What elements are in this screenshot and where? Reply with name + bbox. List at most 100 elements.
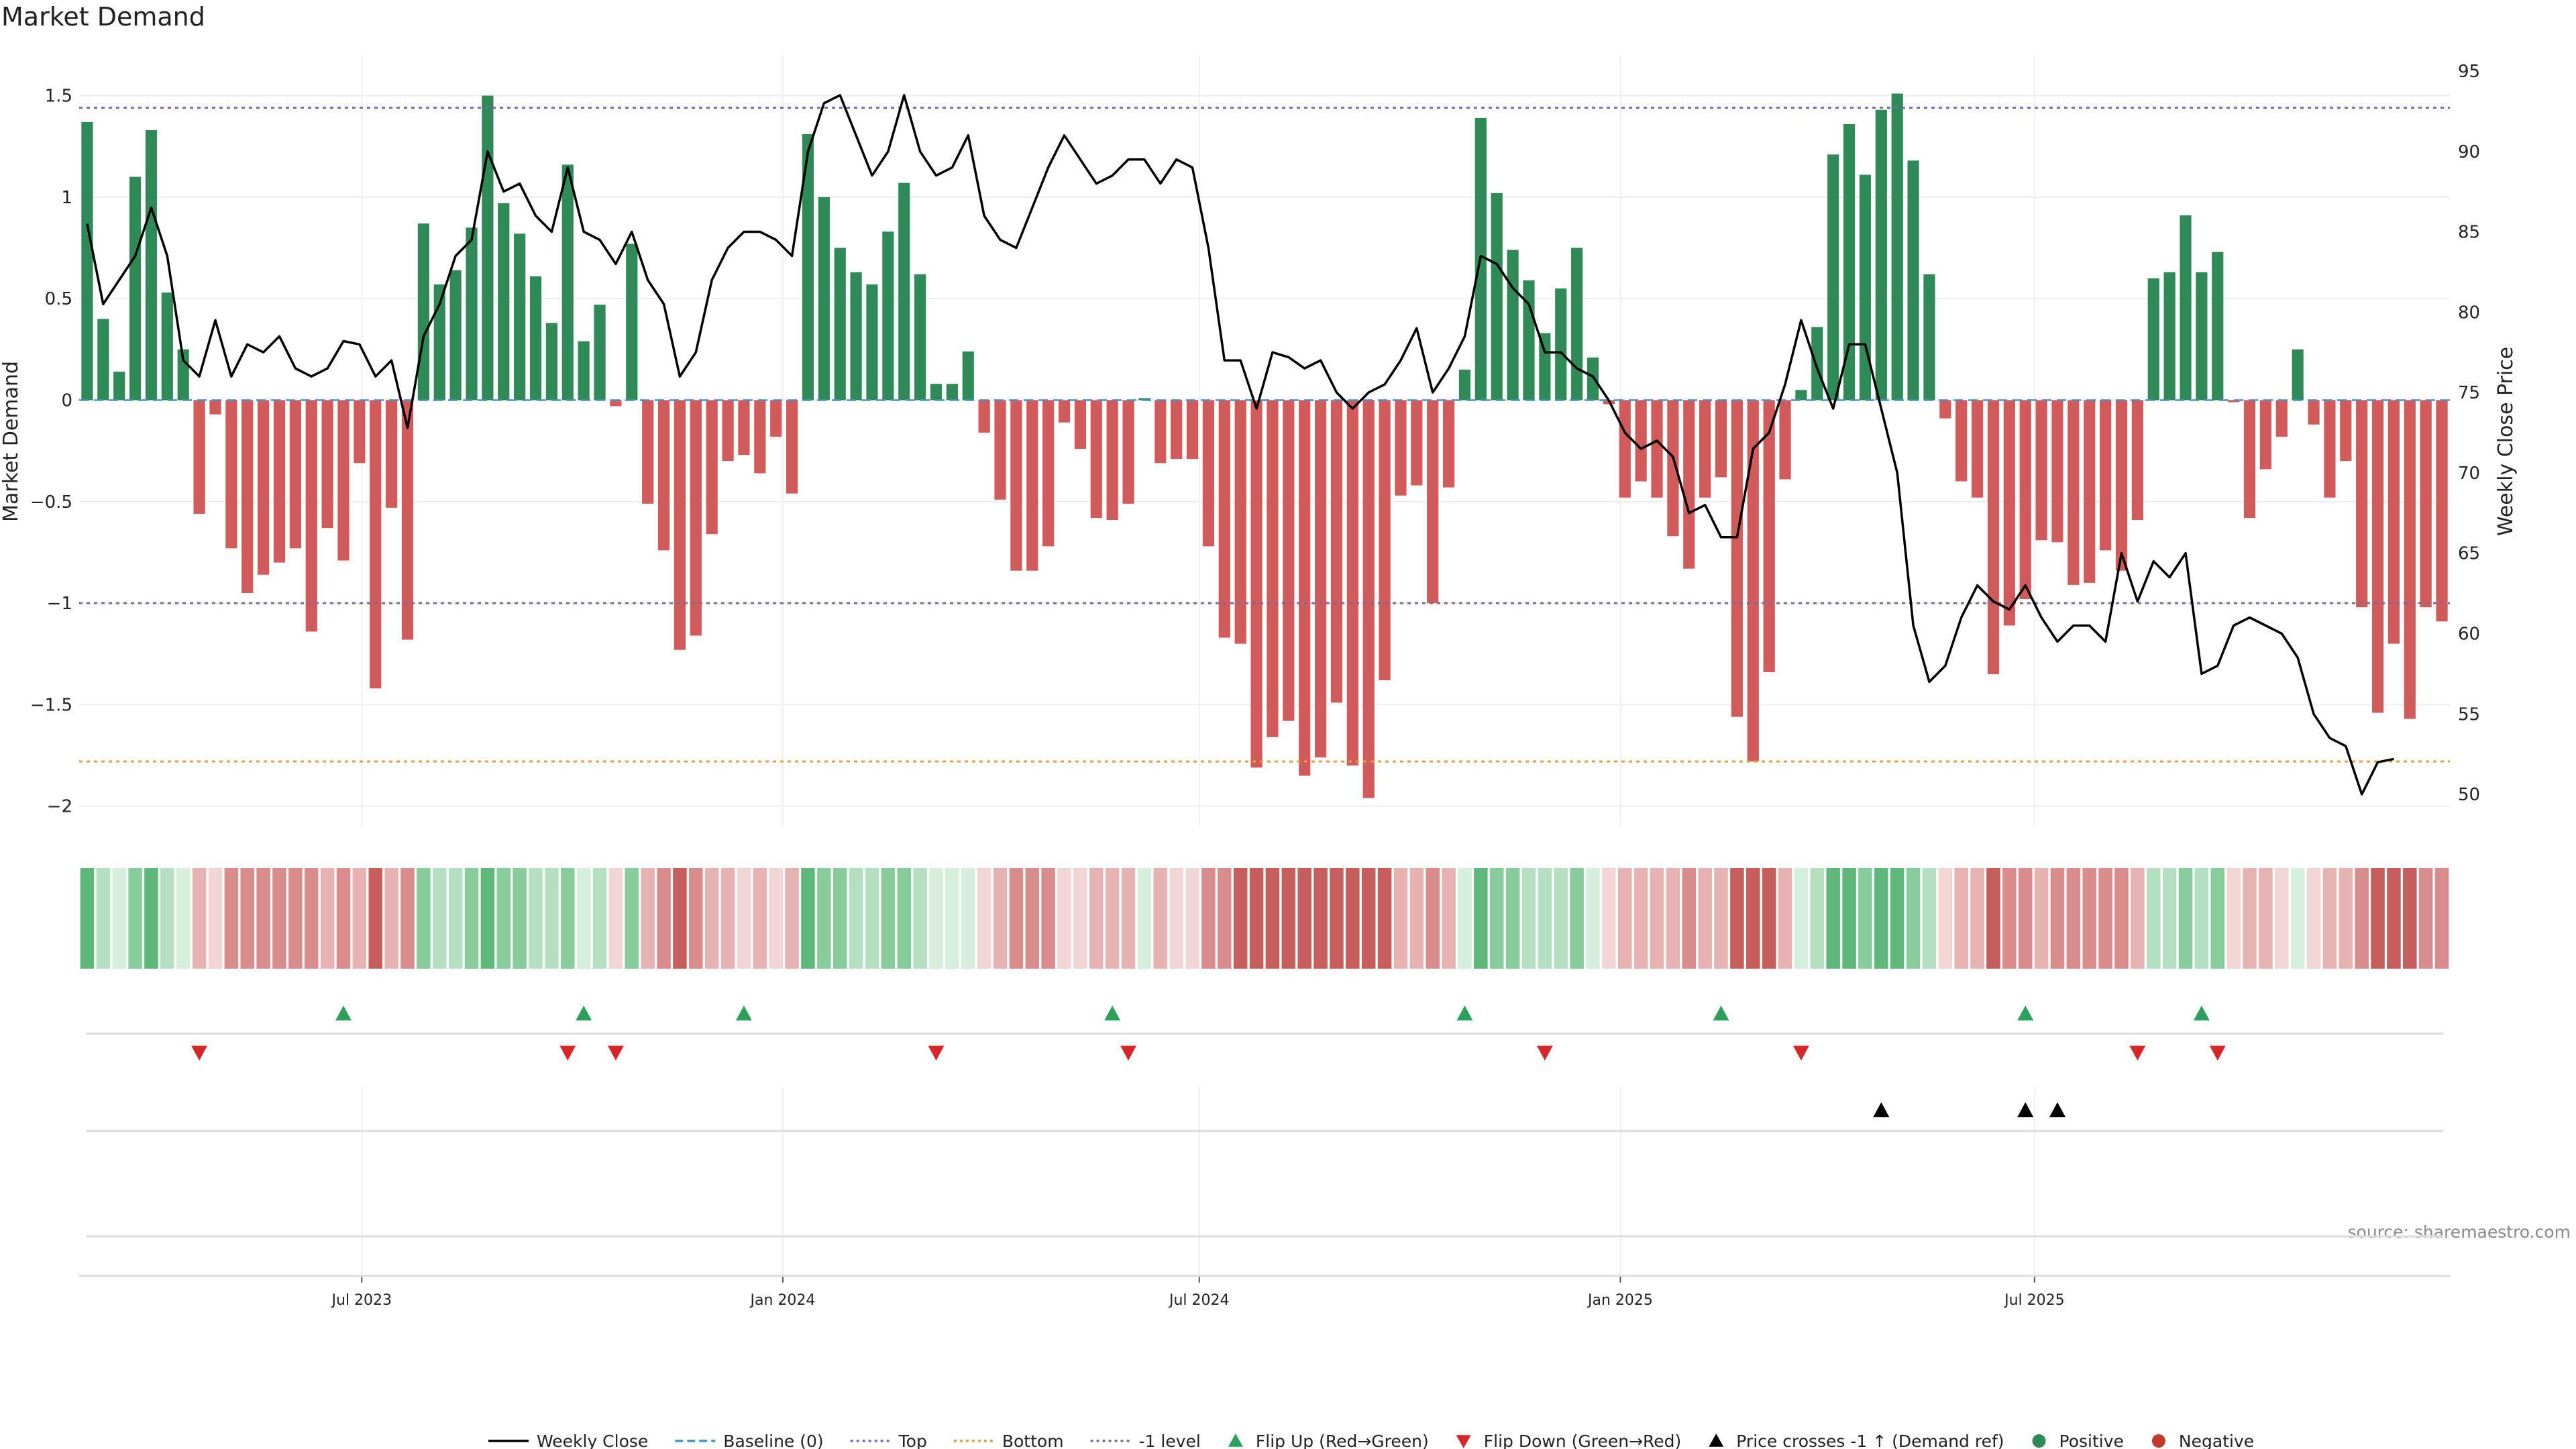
demand-bar-negative bbox=[1763, 400, 1775, 672]
strip-cell bbox=[464, 868, 479, 969]
strip-cell bbox=[384, 868, 398, 969]
strip-cell bbox=[224, 868, 239, 969]
strip-cell bbox=[1218, 868, 1232, 969]
demand-bar-negative bbox=[1427, 400, 1439, 604]
strip-cell bbox=[1938, 868, 1953, 969]
strip-cell bbox=[1137, 868, 1152, 969]
flip-down-marker bbox=[928, 1045, 945, 1061]
flip-up-marker bbox=[1104, 1006, 1121, 1021]
y-right-tick-label: 70 bbox=[2458, 464, 2480, 484]
legend-swatch bbox=[2032, 1434, 2046, 1448]
strip-cell bbox=[1409, 868, 1424, 969]
strip-cell bbox=[1057, 868, 1071, 969]
demand-bar-negative bbox=[1299, 400, 1311, 776]
demand-bar-positive bbox=[882, 231, 894, 400]
strip-cell bbox=[2050, 868, 2065, 969]
strip-cell bbox=[1954, 868, 1968, 969]
price-cross-marker bbox=[2049, 1102, 2065, 1118]
legend-label: Baseline (0) bbox=[723, 1432, 823, 1449]
demand-bar-negative bbox=[2115, 400, 2128, 571]
demand-bar-negative bbox=[337, 400, 350, 561]
demand-bar-positive bbox=[1138, 398, 1150, 400]
strip-cell bbox=[513, 868, 527, 969]
strip-cell bbox=[592, 868, 607, 969]
strip-cell bbox=[529, 868, 543, 969]
demand-bar-positive bbox=[594, 305, 606, 400]
strip-cell bbox=[128, 868, 142, 969]
demand-bar-negative bbox=[2387, 400, 2400, 644]
demand-bar-negative bbox=[273, 400, 286, 563]
strip-cell bbox=[817, 868, 831, 969]
strip-cell bbox=[96, 868, 111, 969]
strip-cell bbox=[1265, 868, 1280, 969]
demand-bar-negative bbox=[706, 400, 718, 535]
demand-bar-positive bbox=[1587, 357, 1599, 400]
demand-bar-negative bbox=[2404, 400, 2416, 719]
y-right-tick-label: 90 bbox=[2458, 142, 2480, 162]
demand-bar-negative bbox=[1106, 400, 1118, 521]
demand-bar-negative bbox=[770, 400, 782, 437]
x-tick-label: Jul 2023 bbox=[331, 1292, 392, 1309]
demand-bar-negative bbox=[2035, 400, 2047, 541]
strip-cell bbox=[1858, 868, 1872, 969]
y-right-tick-label: 65 bbox=[2458, 544, 2480, 564]
demand-bar-negative bbox=[1939, 400, 1951, 419]
y-right-tick-label: 60 bbox=[2458, 625, 2480, 645]
y-right-tick-label: 75 bbox=[2458, 383, 2480, 403]
demand-bar-negative bbox=[321, 400, 333, 529]
strip-cell bbox=[1105, 868, 1120, 969]
demand-bar-positive bbox=[1571, 248, 1583, 400]
strip-cell bbox=[240, 868, 254, 969]
demand-bar-negative bbox=[1010, 400, 1022, 571]
demand-bar-negative bbox=[1155, 400, 1167, 464]
strip-cell bbox=[192, 868, 207, 969]
signal-rows bbox=[86, 1006, 2443, 1238]
x-tick-label: Jul 2025 bbox=[2003, 1292, 2065, 1309]
demand-bar-positive bbox=[545, 323, 558, 400]
demand-bar-positive bbox=[2196, 272, 2208, 400]
demand-bar-negative bbox=[258, 400, 270, 575]
axes: Jul 2023 Jan 2024 Jul 2024 Jan 2025 Jul 2025… bbox=[30, 62, 2480, 1309]
strip-cell bbox=[545, 868, 559, 969]
y-right-tick-label: 85 bbox=[2458, 223, 2480, 243]
strip-cell bbox=[2290, 868, 2305, 969]
strip-cell bbox=[80, 868, 95, 969]
strip-cell bbox=[2194, 868, 2209, 969]
demand-bar-negative bbox=[1026, 400, 1038, 571]
demand-bar-negative bbox=[1955, 400, 1968, 482]
x-tick-label: Jan 2025 bbox=[1587, 1292, 1653, 1309]
y-left-tick-label: 0 bbox=[61, 390, 72, 411]
y-right-tick-label: 95 bbox=[2458, 62, 2480, 82]
legend-item: Price crosses -1 ↑ (Demand ref) bbox=[1709, 1432, 2004, 1449]
demand-bar-negative bbox=[994, 400, 1006, 500]
strip-cell bbox=[320, 868, 335, 969]
strip-cell bbox=[977, 868, 991, 969]
demand-bar-positive bbox=[433, 284, 445, 400]
strip-cell bbox=[1009, 868, 1024, 969]
legend-item: Top bbox=[850, 1432, 927, 1449]
demand-bar-positive bbox=[466, 227, 478, 400]
demand-bar-positive bbox=[97, 319, 109, 400]
demand-bar-positive bbox=[802, 134, 814, 400]
demand-bar-negative bbox=[1667, 400, 1679, 537]
demand-bar-positive bbox=[113, 372, 125, 400]
strip-cell bbox=[2403, 868, 2417, 969]
legend-label: Flip Down (Green→Red) bbox=[1484, 1432, 1682, 1449]
demand-bar-negative bbox=[2259, 400, 2271, 470]
legend-item: Negative bbox=[2151, 1432, 2254, 1449]
legend-item: -1 level bbox=[1090, 1432, 1201, 1449]
strip-cell bbox=[2322, 868, 2337, 969]
demand-bar-positive bbox=[2180, 215, 2192, 400]
strip-cell bbox=[432, 868, 447, 969]
strip-cell bbox=[608, 868, 623, 969]
legend-label: -1 level bbox=[1139, 1432, 1201, 1449]
strip-cell bbox=[2418, 868, 2433, 969]
demand-bar-negative bbox=[2084, 400, 2096, 583]
demand-bar-negative bbox=[1971, 400, 1984, 498]
legend-item: Baseline (0) bbox=[675, 1432, 824, 1449]
strip-cell bbox=[2034, 868, 2049, 969]
demand-bar-negative bbox=[1715, 400, 1727, 478]
flip-down-marker bbox=[1536, 1045, 1553, 1061]
strip-cell bbox=[1201, 868, 1216, 969]
